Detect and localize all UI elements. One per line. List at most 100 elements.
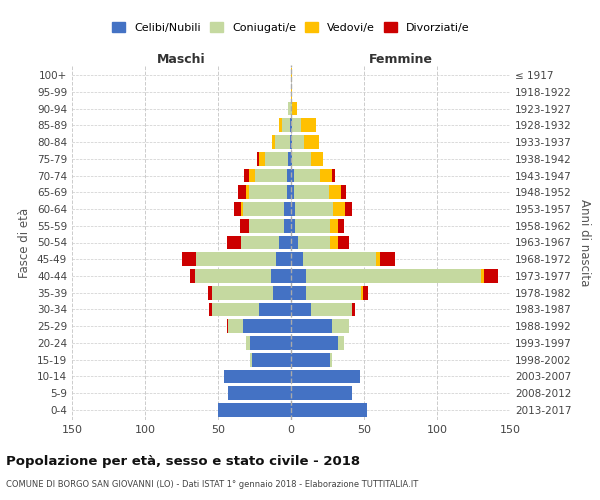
Bar: [291, 403, 367, 417]
Bar: [380, 252, 395, 266]
Bar: [257, 152, 259, 166]
Bar: [291, 118, 292, 132]
Bar: [292, 118, 301, 132]
Bar: [291, 320, 332, 333]
Bar: [248, 186, 287, 199]
Bar: [291, 302, 311, 316]
Bar: [212, 302, 259, 316]
Bar: [246, 186, 248, 199]
Y-axis label: Fasce di età: Fasce di età: [19, 208, 31, 278]
Bar: [291, 85, 292, 98]
Bar: [292, 152, 311, 166]
Bar: [341, 186, 346, 199]
Bar: [280, 118, 282, 132]
Bar: [228, 386, 291, 400]
Bar: [287, 168, 291, 182]
Bar: [291, 336, 338, 350]
Text: Femmine: Femmine: [368, 53, 433, 66]
Bar: [250, 336, 291, 350]
Bar: [227, 320, 228, 333]
Text: Popolazione per età, sesso e stato civile - 2018: Popolazione per età, sesso e stato civil…: [6, 455, 360, 468]
Bar: [240, 219, 248, 232]
Bar: [224, 370, 291, 384]
Bar: [332, 168, 335, 182]
Bar: [362, 286, 368, 300]
Bar: [291, 68, 292, 82]
Bar: [295, 219, 331, 232]
Bar: [288, 152, 291, 166]
Bar: [248, 168, 254, 182]
Bar: [288, 102, 291, 116]
Bar: [338, 236, 349, 250]
Bar: [265, 152, 288, 166]
Bar: [196, 252, 277, 266]
Bar: [338, 219, 344, 232]
Bar: [301, 118, 316, 132]
Bar: [259, 302, 291, 316]
Bar: [298, 236, 331, 250]
Bar: [331, 236, 338, 250]
Bar: [302, 252, 376, 266]
Bar: [248, 219, 284, 232]
Bar: [291, 135, 292, 149]
Bar: [361, 286, 362, 300]
Bar: [294, 186, 329, 199]
Bar: [291, 102, 292, 116]
Bar: [243, 320, 291, 333]
Bar: [481, 269, 484, 283]
Bar: [291, 152, 292, 166]
Bar: [295, 202, 334, 216]
Bar: [228, 320, 243, 333]
Bar: [271, 269, 291, 283]
Bar: [190, 269, 194, 283]
Bar: [291, 219, 295, 232]
Bar: [292, 135, 304, 149]
Bar: [291, 353, 331, 366]
Bar: [291, 186, 294, 199]
Bar: [291, 252, 302, 266]
Bar: [282, 118, 290, 132]
Bar: [241, 202, 243, 216]
Bar: [280, 236, 291, 250]
Bar: [291, 370, 359, 384]
Bar: [274, 286, 291, 300]
Bar: [251, 353, 291, 366]
Bar: [376, 252, 380, 266]
Bar: [484, 269, 499, 283]
Bar: [218, 403, 291, 417]
Bar: [244, 168, 248, 182]
Bar: [212, 286, 274, 300]
Bar: [338, 336, 344, 350]
Bar: [291, 202, 295, 216]
Bar: [311, 152, 323, 166]
Bar: [352, 302, 355, 316]
Bar: [305, 269, 481, 283]
Bar: [287, 186, 291, 199]
Bar: [292, 102, 297, 116]
Bar: [275, 135, 290, 149]
Bar: [320, 168, 332, 182]
Bar: [194, 269, 271, 283]
Bar: [291, 168, 294, 182]
Bar: [209, 302, 212, 316]
Bar: [259, 152, 265, 166]
Text: Maschi: Maschi: [157, 53, 206, 66]
Bar: [331, 219, 338, 232]
Bar: [294, 168, 320, 182]
Bar: [227, 236, 241, 250]
Bar: [332, 320, 349, 333]
Bar: [291, 286, 305, 300]
Bar: [291, 269, 305, 283]
Bar: [241, 236, 280, 250]
Legend: Celibi/Nubili, Coniugati/e, Vedovi/e, Divorziati/e: Celibi/Nubili, Coniugati/e, Vedovi/e, Di…: [108, 18, 474, 37]
Bar: [329, 186, 341, 199]
Bar: [234, 202, 241, 216]
Bar: [243, 202, 284, 216]
Bar: [208, 286, 212, 300]
Bar: [246, 336, 250, 350]
Bar: [345, 202, 352, 216]
Bar: [272, 135, 275, 149]
Bar: [182, 252, 196, 266]
Bar: [305, 286, 361, 300]
Bar: [290, 118, 291, 132]
